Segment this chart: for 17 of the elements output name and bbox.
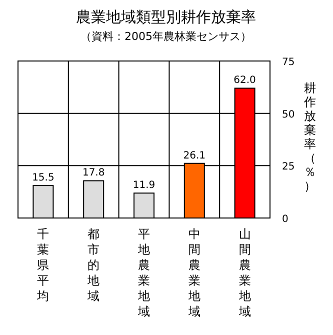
- y-tick-label: 0: [282, 214, 288, 225]
- data-label: 11.9: [132, 180, 156, 192]
- data-label: 62.0: [234, 75, 256, 86]
- y2-axis-title: 耕作放棄率（％）: [303, 81, 316, 193]
- x-tick-label: 千葉県平均: [36, 227, 50, 303]
- y-tick-label: 25: [282, 162, 295, 173]
- y-tick-label: 75: [282, 57, 295, 68]
- x-tick-label: 都市的地域: [86, 227, 100, 303]
- x-tick-label: 中間農業地域: [187, 227, 200, 318]
- x-tick-label: 山間農業地域: [238, 227, 251, 318]
- data-label: 15.5: [32, 172, 54, 184]
- data-label: 26.1: [183, 150, 206, 162]
- chart-title: 農業地域類型別耕作放棄率: [76, 8, 256, 26]
- data-label: 17.8: [82, 168, 105, 179]
- x-tick-label: 平地農業地域: [137, 227, 150, 318]
- chart-subtitle: （資料：2005年農林業センサス）: [80, 30, 252, 43]
- y-tick-label: 50: [282, 109, 295, 120]
